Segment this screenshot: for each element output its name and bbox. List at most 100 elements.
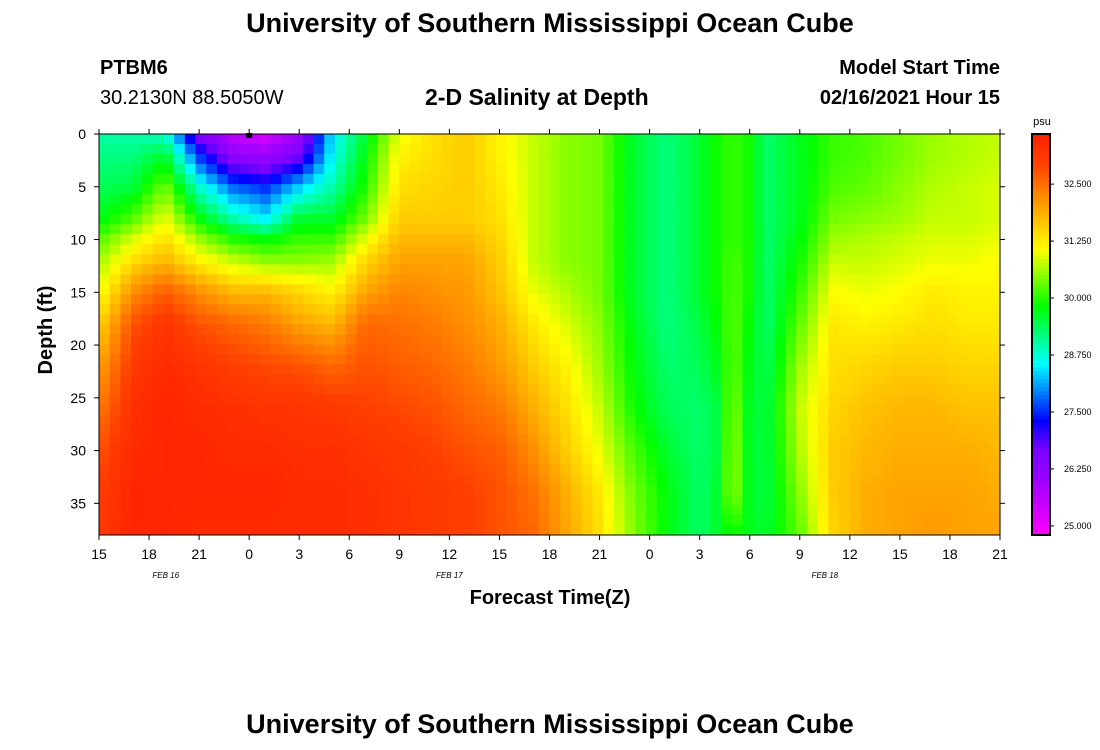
heatmap-cell: [592, 344, 604, 356]
heatmap-cell: [474, 134, 486, 145]
heatmap-cell: [420, 154, 433, 165]
heatmap-cell: [538, 314, 551, 326]
heatmap-cell: [967, 424, 980, 436]
heatmap-cell: [324, 224, 336, 235]
heatmap-cell: [324, 454, 336, 466]
heatmap-cell: [259, 394, 272, 406]
heatmap-cell: [699, 474, 711, 486]
heatmap-cell: [163, 384, 175, 396]
heatmap-cell: [796, 204, 808, 215]
heatmap-cell: [646, 214, 658, 225]
heatmap-cell: [613, 144, 626, 155]
heatmap-cell: [721, 174, 733, 185]
heatmap-cell: [613, 314, 626, 326]
heatmap-cell: [871, 444, 883, 456]
heatmap-cell: [774, 434, 787, 446]
heatmap-cell: [753, 384, 765, 396]
heatmap-cell: [796, 264, 808, 275]
heatmap-cell: [603, 474, 615, 486]
heatmap-cell: [324, 244, 336, 255]
heatmap-cell: [367, 284, 379, 295]
heatmap-cell: [882, 504, 894, 516]
heatmap-cell: [560, 194, 572, 205]
heatmap-cell: [152, 224, 164, 235]
heatmap-cell: [871, 264, 883, 275]
heatmap-cell: [914, 404, 926, 416]
heatmap-cell: [506, 214, 518, 225]
heatmap-cell: [302, 264, 315, 275]
heatmap-cell: [410, 164, 422, 175]
heatmap-cell: [420, 464, 433, 476]
heatmap-cell: [796, 414, 808, 426]
heatmap-cell: [849, 314, 862, 326]
heatmap-cell: [581, 254, 594, 265]
heatmap-cell: [292, 134, 304, 145]
heatmap-cell: [206, 154, 218, 165]
heatmap-cell: [828, 134, 840, 145]
heatmap-cell: [699, 444, 711, 456]
heatmap-cell: [206, 434, 218, 446]
colorbar-segment: [1032, 474, 1050, 480]
heatmap-cell: [281, 344, 293, 356]
heatmap-cell: [742, 514, 754, 526]
heatmap-cell: [485, 364, 497, 376]
heatmap-cell: [570, 444, 583, 456]
heatmap-cell: [495, 274, 508, 285]
heatmap-cell: [924, 234, 937, 245]
heatmap-cell: [806, 184, 819, 195]
heatmap-cell: [935, 274, 947, 285]
heatmap-cell: [817, 254, 829, 265]
heatmap-cell: [828, 314, 840, 326]
colorbar-segment: [1032, 478, 1050, 484]
heatmap-cell: [334, 254, 347, 265]
heatmap-cell: [345, 184, 358, 195]
heatmap-cell: [367, 414, 379, 426]
heatmap-cell: [281, 324, 293, 336]
heatmap-cell: [989, 514, 1000, 526]
heatmap-cell: [721, 384, 733, 396]
heatmap-cell: [463, 244, 476, 255]
heatmap-cell: [592, 454, 604, 466]
heatmap-cell: [882, 364, 894, 376]
heatmap-cell: [699, 264, 711, 275]
heatmap-cell: [120, 294, 132, 306]
heatmap-cell: [345, 434, 358, 446]
heatmap-cell: [903, 344, 915, 356]
heatmap-cell: [774, 194, 787, 205]
heatmap-cell: [678, 234, 690, 245]
heatmap-cell: [806, 284, 819, 295]
heatmap-cell: [774, 524, 787, 535]
heatmap-cell: [120, 394, 132, 406]
heatmap-cell: [452, 334, 465, 346]
heatmap-cell: [871, 474, 883, 486]
heatmap-cell: [764, 204, 776, 215]
colorbar-segment: [1032, 358, 1050, 364]
heatmap-cell: [463, 504, 476, 516]
heatmap-cell: [967, 374, 980, 386]
heatmap-cell: [656, 404, 669, 416]
heatmap-cell: [506, 254, 518, 265]
heatmap-cell: [281, 194, 293, 205]
heatmap-cell: [324, 464, 336, 476]
heatmap-cell: [785, 194, 797, 205]
heatmap-cell: [796, 324, 808, 336]
heatmap-cell: [206, 174, 218, 185]
heatmap-cell: [946, 134, 958, 145]
heatmap-cell: [570, 404, 583, 416]
heatmap-cell: [710, 304, 722, 316]
heatmap-cell: [506, 184, 518, 195]
heatmap-cell: [592, 324, 604, 336]
heatmap-cell: [903, 394, 915, 406]
heatmap-cell: [485, 444, 497, 456]
heatmap-cell: [313, 144, 325, 155]
colorbar-unit: psu: [1033, 116, 1051, 128]
heatmap-cell: [989, 474, 1000, 486]
heatmap-cell: [935, 254, 947, 265]
heatmap-cell: [656, 364, 669, 376]
colorbar-segment: [1032, 290, 1050, 295]
heatmap-cell: [420, 434, 433, 446]
heatmap-cell: [485, 384, 497, 396]
heatmap-cell: [796, 304, 808, 316]
heatmap-cell: [109, 244, 122, 255]
heatmap-cell: [678, 334, 690, 346]
